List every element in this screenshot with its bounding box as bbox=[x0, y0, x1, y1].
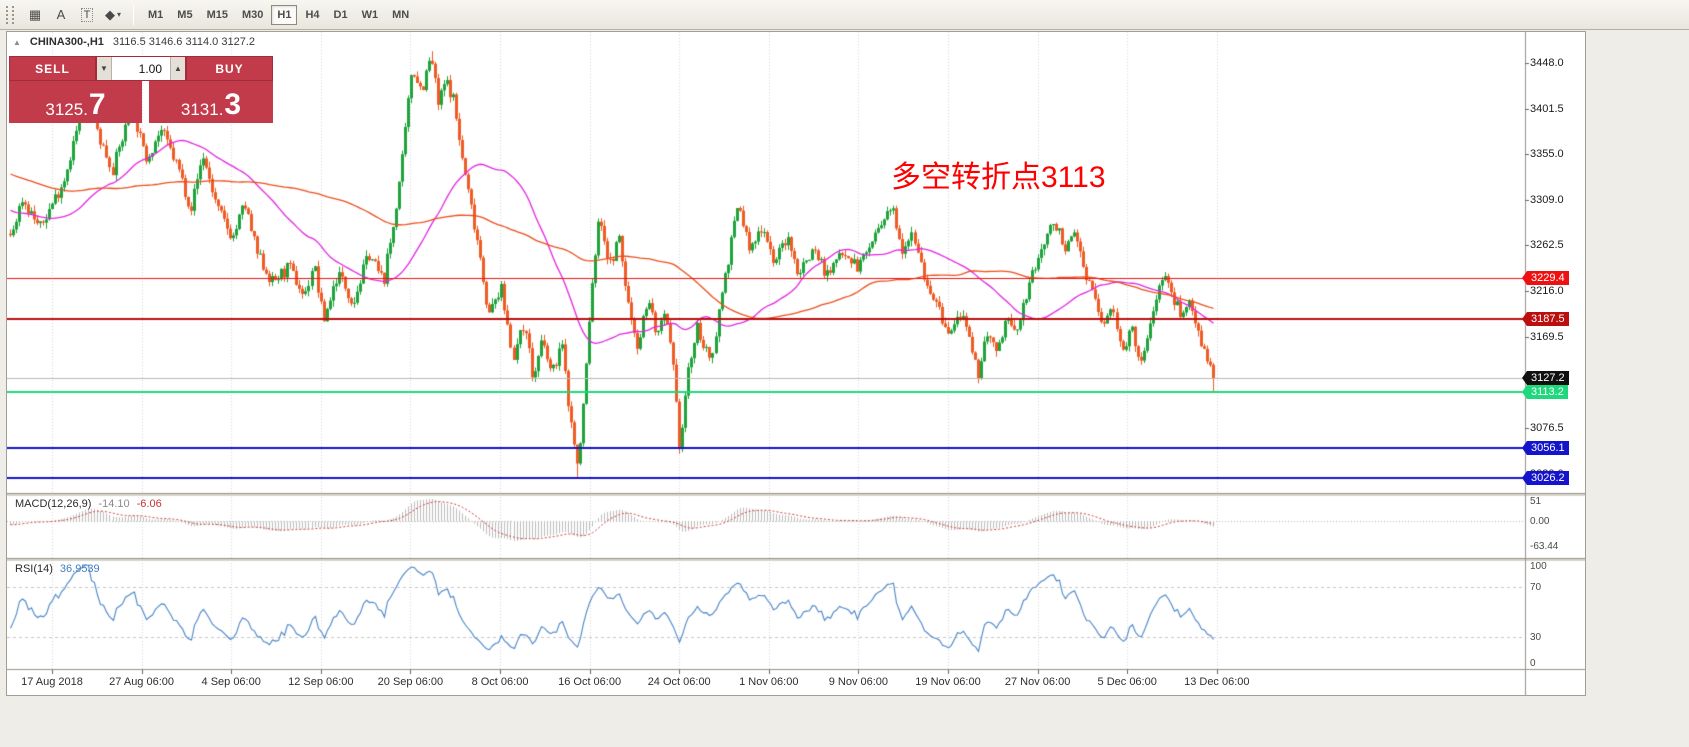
chart-header: ▲ CHINA300-,H1 3116.5 3146.6 3114.0 3127… bbox=[13, 36, 255, 48]
sell-button[interactable]: SELL bbox=[9, 56, 96, 81]
shapes-tool-button[interactable]: ◆ ▾ bbox=[100, 4, 126, 26]
macd-signal-value: -6.06 bbox=[136, 498, 162, 510]
volume-input[interactable]: 1.00 bbox=[138, 61, 162, 76]
letter-a-icon: A bbox=[56, 7, 66, 22]
timeframe-button-d1[interactable]: D1 bbox=[328, 5, 354, 25]
grid-icon: ▦ bbox=[28, 6, 42, 22]
timeframe-button-h4[interactable]: H4 bbox=[299, 5, 325, 25]
volume-stepper: ▼ 1.00 ▲ bbox=[96, 56, 186, 81]
sell-price-display[interactable]: 3125. 7 bbox=[9, 81, 142, 123]
toolbar: ▦ A T ◆ ▾ M1 M5 M15 M30 H1 H4 D1 W1 MN bbox=[0, 0, 1689, 30]
text-label-tool-button[interactable]: A bbox=[48, 4, 74, 26]
timeframe-button-m5[interactable]: M5 bbox=[171, 5, 198, 25]
chart-canvas[interactable] bbox=[7, 32, 1585, 695]
text-tool-button[interactable]: T bbox=[74, 4, 100, 26]
buy-price-big-digit: 3 bbox=[224, 88, 242, 122]
one-click-trade-panel: SELL ▼ 1.00 ▲ BUY 3125. 7 3131. 3 bbox=[9, 56, 273, 123]
volume-decrease-button[interactable]: ▼ bbox=[97, 57, 112, 80]
chart-window: ▲ CHINA300-,H1 3116.5 3146.6 3114.0 3127… bbox=[6, 31, 1586, 696]
toolbar-separator bbox=[133, 4, 134, 25]
sell-price-main: 3125. bbox=[45, 100, 88, 119]
sell-price-big-digit: 7 bbox=[88, 88, 106, 122]
timeframe-toolbar: M1 M5 M15 M30 H1 H4 D1 W1 MN bbox=[141, 4, 416, 25]
boxed-t-icon: T bbox=[80, 7, 94, 22]
macd-label: MACD(12,26,9) bbox=[15, 498, 92, 510]
timeframe-button-w1[interactable]: W1 bbox=[356, 5, 385, 25]
grid-tool-button[interactable]: ▦ bbox=[22, 4, 48, 26]
chevron-down-icon: ▾ bbox=[116, 10, 121, 19]
rsi-label: RSI(14) bbox=[15, 563, 53, 575]
timeframe-button-m1[interactable]: M1 bbox=[142, 5, 169, 25]
shapes-icon: ◆ bbox=[104, 6, 115, 22]
timeframe-button-h1[interactable]: H1 bbox=[271, 4, 298, 25]
timeframe-button-mn[interactable]: MN bbox=[386, 5, 415, 25]
macd-main-value: -14.10 bbox=[98, 498, 130, 510]
rsi-value: 36.9539 bbox=[59, 563, 100, 575]
volume-increase-button[interactable]: ▲ bbox=[170, 57, 185, 80]
chart-symbol-timeframe: CHINA300-,H1 bbox=[29, 36, 104, 48]
collapse-arrow-icon[interactable]: ▲ bbox=[13, 37, 21, 47]
buy-button[interactable]: BUY bbox=[186, 56, 273, 81]
rsi-header: RSI(14) 36.9539 bbox=[15, 563, 100, 575]
buy-price-main: 3131. bbox=[180, 100, 224, 119]
macd-header: MACD(12,26,9) -14.10 -6.06 bbox=[15, 498, 162, 510]
chart-ohlc-values: 3116.5 3146.6 3114.0 3127.2 bbox=[112, 36, 256, 48]
chart-annotation-text: 多空转折点3113 bbox=[891, 161, 1106, 194]
timeframe-button-m30[interactable]: M30 bbox=[236, 5, 269, 25]
timeframe-button-m15[interactable]: M15 bbox=[201, 5, 234, 25]
buy-price-display[interactable]: 3131. 3 bbox=[149, 81, 273, 123]
toolbar-grip[interactable] bbox=[6, 5, 14, 24]
